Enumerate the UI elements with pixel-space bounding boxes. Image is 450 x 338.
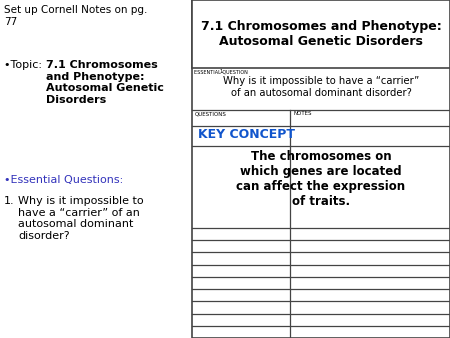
Text: ESSENTIAL QUESTION: ESSENTIAL QUESTION	[194, 69, 248, 74]
Bar	[0, 0, 192, 338]
Text: •Essential Questions:: •Essential Questions:	[4, 175, 123, 185]
Text: Why is it impossible to
have a “carrier” of an
autosomal dominant
disorder?: Why is it impossible to have a “carrier”…	[18, 196, 144, 241]
Text: KEY CONCEPT: KEY CONCEPT	[198, 128, 295, 141]
Text: 7.1 Chromosomes
and Phenotype:
Autosomal Genetic
Disorders: 7.1 Chromosomes and Phenotype: Autosomal…	[46, 60, 164, 105]
Text: •Topic:: •Topic:	[4, 60, 45, 70]
Text: QUESTIONS: QUESTIONS	[195, 111, 227, 116]
Text: 1.: 1.	[219, 69, 224, 74]
Text: Why is it impossible to have a “carrier”
of an autosomal dominant disorder?: Why is it impossible to have a “carrier”…	[223, 76, 419, 98]
Text: Set up Cornell Notes on pg.
77: Set up Cornell Notes on pg. 77	[4, 5, 148, 27]
Text: 7.1 Chromosomes and Phenotype:
Autosomal Genetic Disorders: 7.1 Chromosomes and Phenotype: Autosomal…	[201, 20, 441, 48]
Bar	[192, 0, 450, 68]
Bar	[192, 0, 450, 338]
Text: NOTES: NOTES	[293, 111, 311, 116]
Text: The chromosomes on
which genes are located
can affect the expression
of traits.: The chromosomes on which genes are locat…	[236, 150, 405, 208]
Text: 1.: 1.	[4, 196, 14, 206]
